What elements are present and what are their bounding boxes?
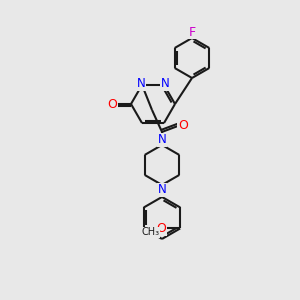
Text: O: O [107,98,117,110]
Text: N: N [158,134,166,146]
Text: F: F [188,26,196,38]
Text: N: N [136,77,146,90]
Text: O: O [178,119,188,132]
Text: N: N [158,183,166,196]
Text: N: N [160,77,169,90]
Text: CH₃: CH₃ [141,227,159,237]
Text: O: O [156,222,166,235]
